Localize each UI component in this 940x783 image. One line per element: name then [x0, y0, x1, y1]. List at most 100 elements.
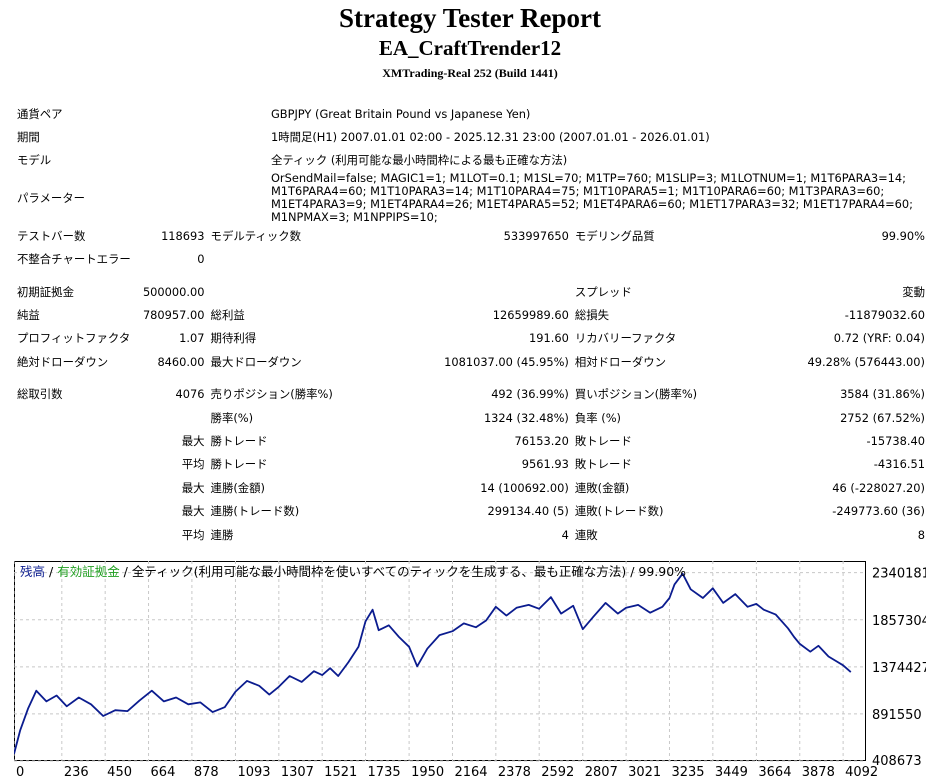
legend-separator: / [45, 564, 57, 579]
gross-profit-value: 12659989.60 [492, 308, 569, 323]
x-tick-label: 1521 [324, 765, 357, 780]
x-tick-label: 1093 [237, 765, 270, 780]
long-value: 3584 (31.86%) [840, 387, 925, 402]
max-cons-wins-label: 連勝(金額) [210, 480, 265, 495]
y-tick-label: 891550 [872, 708, 922, 723]
avg-cons-row: 平均 連勝 4 連敗 8 [14, 523, 928, 546]
bars-value: 118693 [161, 228, 205, 243]
x-tick-label: 2807 [585, 765, 618, 780]
chart-grid [14, 561, 865, 762]
largest-win-value: 76153.20 [514, 433, 569, 448]
symbol-label: 通貨ペア [17, 106, 63, 121]
deposit-row: 初期証拠金 500000.00 スプレッド 変動 [14, 280, 928, 303]
average-prefix: 平均 [181, 457, 205, 472]
server-name: XMTrading-Real 252 (Build 1441) [382, 66, 558, 80]
plot-frame [14, 561, 866, 761]
period-value: 1時間足(H1) 2007.01.01 02:00 - 2025.12.31 2… [270, 130, 710, 145]
spread-label: スプレッド [574, 284, 632, 299]
recovery-value: 0.72 (YRF: 0.04) [833, 331, 925, 346]
max-cons-loss-value: -249773.60 (36) [832, 504, 925, 519]
total-trades-label: 総取引数 [17, 387, 63, 402]
largest-loss-value: -15738.40 [866, 433, 925, 448]
short-value: 492 (36.99%) [491, 387, 569, 402]
x-tick-label: 4092 [845, 765, 878, 780]
average-row: 平均 勝トレード 9561.93 敗トレード -4316.51 [14, 453, 928, 476]
legend-equity: 有効証拠金 [57, 564, 120, 579]
total-trades-value: 4076 [175, 387, 205, 402]
x-tick-label: 1950 [411, 765, 444, 780]
avg-win-value: 9561.93 [521, 457, 569, 472]
gross-loss-label: 総損失 [574, 308, 610, 323]
short-label: 売りポジション(勝率%) [210, 387, 333, 402]
loss-pct-label: 負率 (%) [574, 410, 621, 425]
x-tick-label: 2164 [454, 765, 487, 780]
max-dd-value: 1081037.00 (45.95%) [444, 354, 569, 369]
pf-label: プロフィットファクタ [17, 331, 131, 346]
win-pct-label: 勝率(%) [210, 410, 254, 425]
x-tick-label: 3235 [671, 765, 704, 780]
x-tick-label: 3664 [758, 765, 791, 780]
x-tick-label: 3878 [802, 765, 835, 780]
expert-name: EA_CraftTrender12 [378, 36, 562, 60]
model-label: モデル [17, 153, 52, 168]
balance-chart-svg: 残高 / 有効証拠金 / 全ティック(利用可能な最小時間枠を使いすべてのティック… [14, 561, 926, 780]
max-cons-row: 最大 連勝(金額) 14 (100692.00) 連敗(金額) 46 (-228… [14, 476, 928, 499]
avg-cons-wins-value: 4 [561, 527, 569, 542]
quality-value: 99.90% [881, 228, 925, 243]
total-trades-row: 総取引数 4076 売りポジション(勝率%) 492 (36.99%) 買いポジ… [14, 383, 928, 406]
report-table: 通貨ペア GBPJPY (Great Britain Pound vs Japa… [14, 102, 928, 546]
win-rate-row: 勝率(%) 1324 (32.48%) 負率 (%) 2752 (67.52%) [14, 406, 928, 429]
x-tick-label: 3021 [628, 765, 661, 780]
max-cons-profit-value: 299134.40 (5) [487, 504, 569, 519]
avg-cons-wins-label: 連勝 [210, 527, 234, 542]
largest-win-label: 勝トレード [210, 433, 268, 448]
symbol-row: 通貨ペア GBPJPY (Great Britain Pound vs Japa… [14, 102, 928, 125]
y-tick-label: 1374427 [872, 661, 926, 676]
net-label: 純益 [17, 308, 40, 323]
net-value: 780957.00 [142, 308, 205, 323]
x-tick-label: 1307 [281, 765, 314, 780]
max-cons-prefix: 最大 [181, 480, 205, 495]
spread-value: 変動 [902, 284, 925, 299]
max-cons-profit-label: 連勝(トレード数) [210, 504, 300, 519]
bars-label: テストバー数 [17, 228, 86, 243]
avg-loss-value: -4316.51 [873, 457, 925, 472]
win-pct-value: 1324 (32.48%) [483, 410, 569, 425]
max-cons-wins-value: 14 (100692.00) [480, 480, 569, 495]
x-tick-label: 878 [194, 765, 219, 780]
model-row: モデル 全ティック (利用可能な最小時間枠による最も正確な方法) [14, 149, 928, 172]
params-value: OrSendMail=false; MAGIC1=1; M1LOT=0.1; M… [270, 171, 913, 225]
rel-dd-label: 相対ドローダウン [574, 354, 667, 369]
net-row: 純益 780957.00 総利益 12659989.60 総損失 -118790… [14, 303, 928, 326]
y-tick-label: 408673 [872, 754, 922, 769]
pf-row: プロフィットファクタ 1.07 期待利得 191.60 リカバリーファクタ 0.… [14, 327, 928, 350]
period-label: 期間 [17, 130, 40, 145]
y-tick-label: 1857304 [872, 614, 926, 629]
abs-dd-value: 8460.00 [157, 354, 205, 369]
pf-value: 1.07 [179, 331, 205, 346]
legend-balance: 残高 [20, 564, 45, 579]
avg-cons-losses-label: 連敗 [574, 527, 598, 542]
largest-loss-label: 敗トレード [574, 433, 632, 448]
ticks-value: 533997650 [503, 228, 569, 243]
deposit-value: 500000.00 [142, 284, 205, 299]
gross-profit-label: 総利益 [210, 308, 245, 323]
largest-row: 最大 勝トレード 76153.20 敗トレード -15738.40 [14, 429, 928, 452]
mismatch-label: 不整合チャートエラー [17, 252, 131, 267]
balance-chart: 残高 / 有効証拠金 / 全ティック(利用可能な最小時間枠を使いすべてのティック… [14, 561, 926, 783]
y-axis-labels: 2340181 1857304 1374427 891550 408673 [872, 567, 926, 769]
y-tick-label: 2340181 [872, 567, 926, 582]
deposit-label: 初期証拠金 [17, 284, 74, 299]
x-tick-label: 664 [151, 765, 176, 780]
report-title: Strategy Tester Report [339, 3, 601, 33]
ticks-label: モデルティック数 [210, 228, 301, 243]
loss-pct-value: 2752 (67.52%) [840, 410, 925, 425]
period-row: 期間 1時間足(H1) 2007.01.01 02:00 - 2025.12.3… [14, 125, 928, 148]
largest-prefix: 最大 [181, 433, 205, 448]
avg-cons-losses-value: 8 [917, 527, 925, 542]
max-cons-losses-label: 連敗(金額) [574, 480, 630, 495]
expected-label: 期待利得 [210, 331, 257, 346]
max-cons-amount-prefix: 最大 [181, 504, 205, 519]
bars-row: テストバー数 118693 モデルティック数 533997650 モデリング品質… [14, 224, 928, 247]
max-cons-amount-row: 最大 連勝(トレード数) 299134.40 (5) 連敗(トレード数) -24… [14, 499, 928, 522]
